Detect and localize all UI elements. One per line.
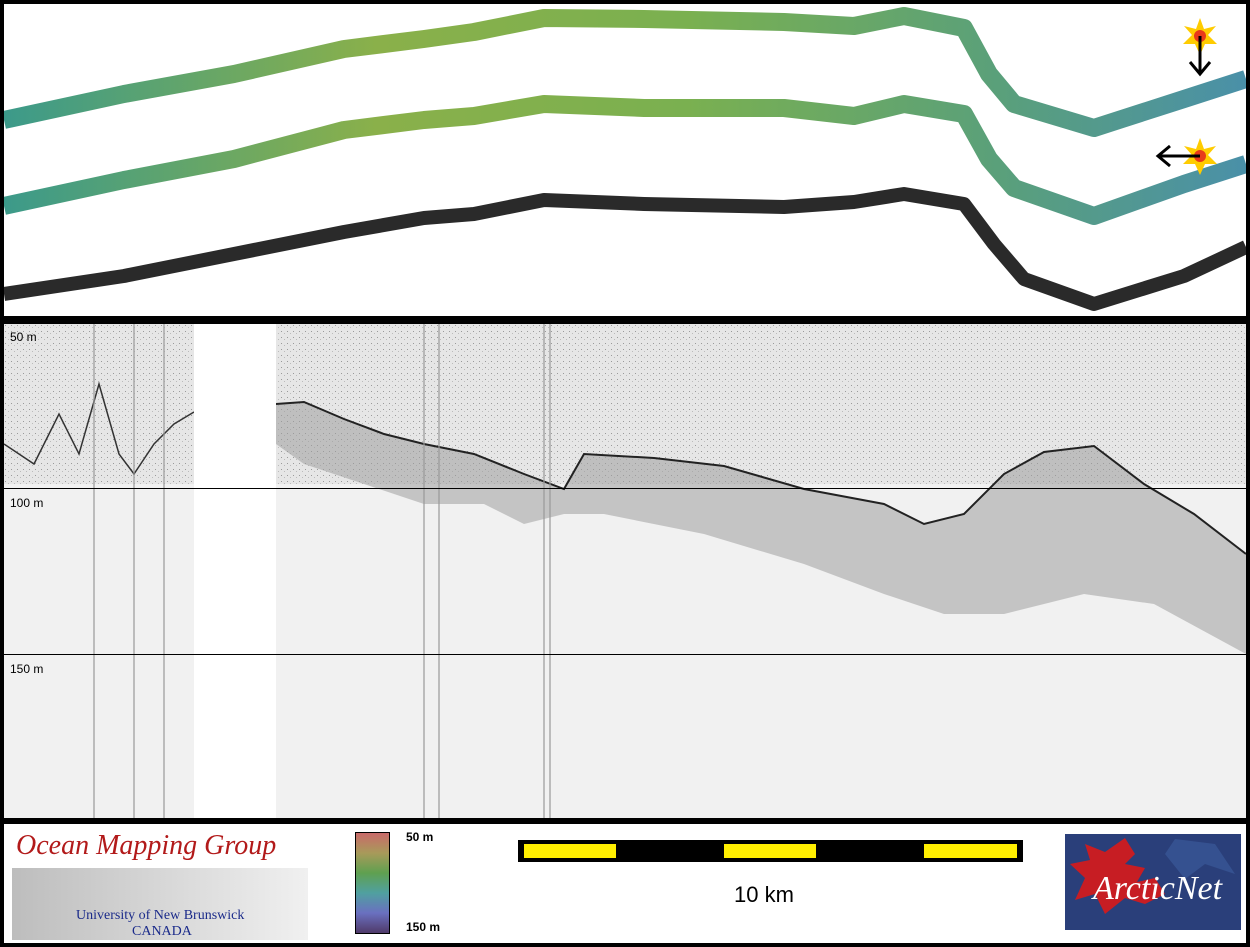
depth-gridline-150 [4,654,1246,655]
scalebar-segment [924,844,1017,858]
arrow-down-icon [1188,36,1212,77]
profile-svg [4,324,1246,818]
swath-lineation-middle [4,95,1246,225]
depth-gridline-100 [4,488,1246,489]
subbottom-profile-panel: 50 m 100 m 150 m [4,324,1246,818]
map-panel [4,4,1246,316]
seabed-sediment [276,402,1246,654]
arcticnet-logo: ArcticNet [1065,834,1241,930]
maple-leaf-icon [1070,838,1235,914]
arrow-left-icon [1155,144,1200,168]
depth-colorbar [355,832,390,934]
arcticnet-label: ArcticNet [1093,870,1223,907]
scalebar-segment [724,844,816,858]
depth-label-100: 100 m [10,496,44,510]
colorbar-bottom-label: 150 m [406,920,441,934]
swath-lineation-top [4,7,1246,137]
distance-scalebar [518,840,1023,862]
swath-svg [4,7,1246,311]
omg-logo-title: Ocean Mapping Group [16,830,277,861]
seabed-reflector [275,400,1246,555]
depth-label-150: 150 m [10,662,44,676]
data-gap [194,324,276,818]
footer-panel: Ocean Mapping Group University of New Br… [4,824,1246,943]
colorbar-top-label: 50 m [406,830,434,844]
scale-distance-label: 10 km [734,882,794,907]
omg-logo-subtitle-1: University of New Brunswick [76,908,245,923]
depth-label-50: 50 m [10,330,37,344]
noise-streaks [93,324,551,818]
omg-logo-image [12,868,308,940]
scalebar-segment [524,844,616,858]
omg-logo-subtitle-2: CANADA [132,924,192,939]
swath-backscatter [4,187,1246,311]
